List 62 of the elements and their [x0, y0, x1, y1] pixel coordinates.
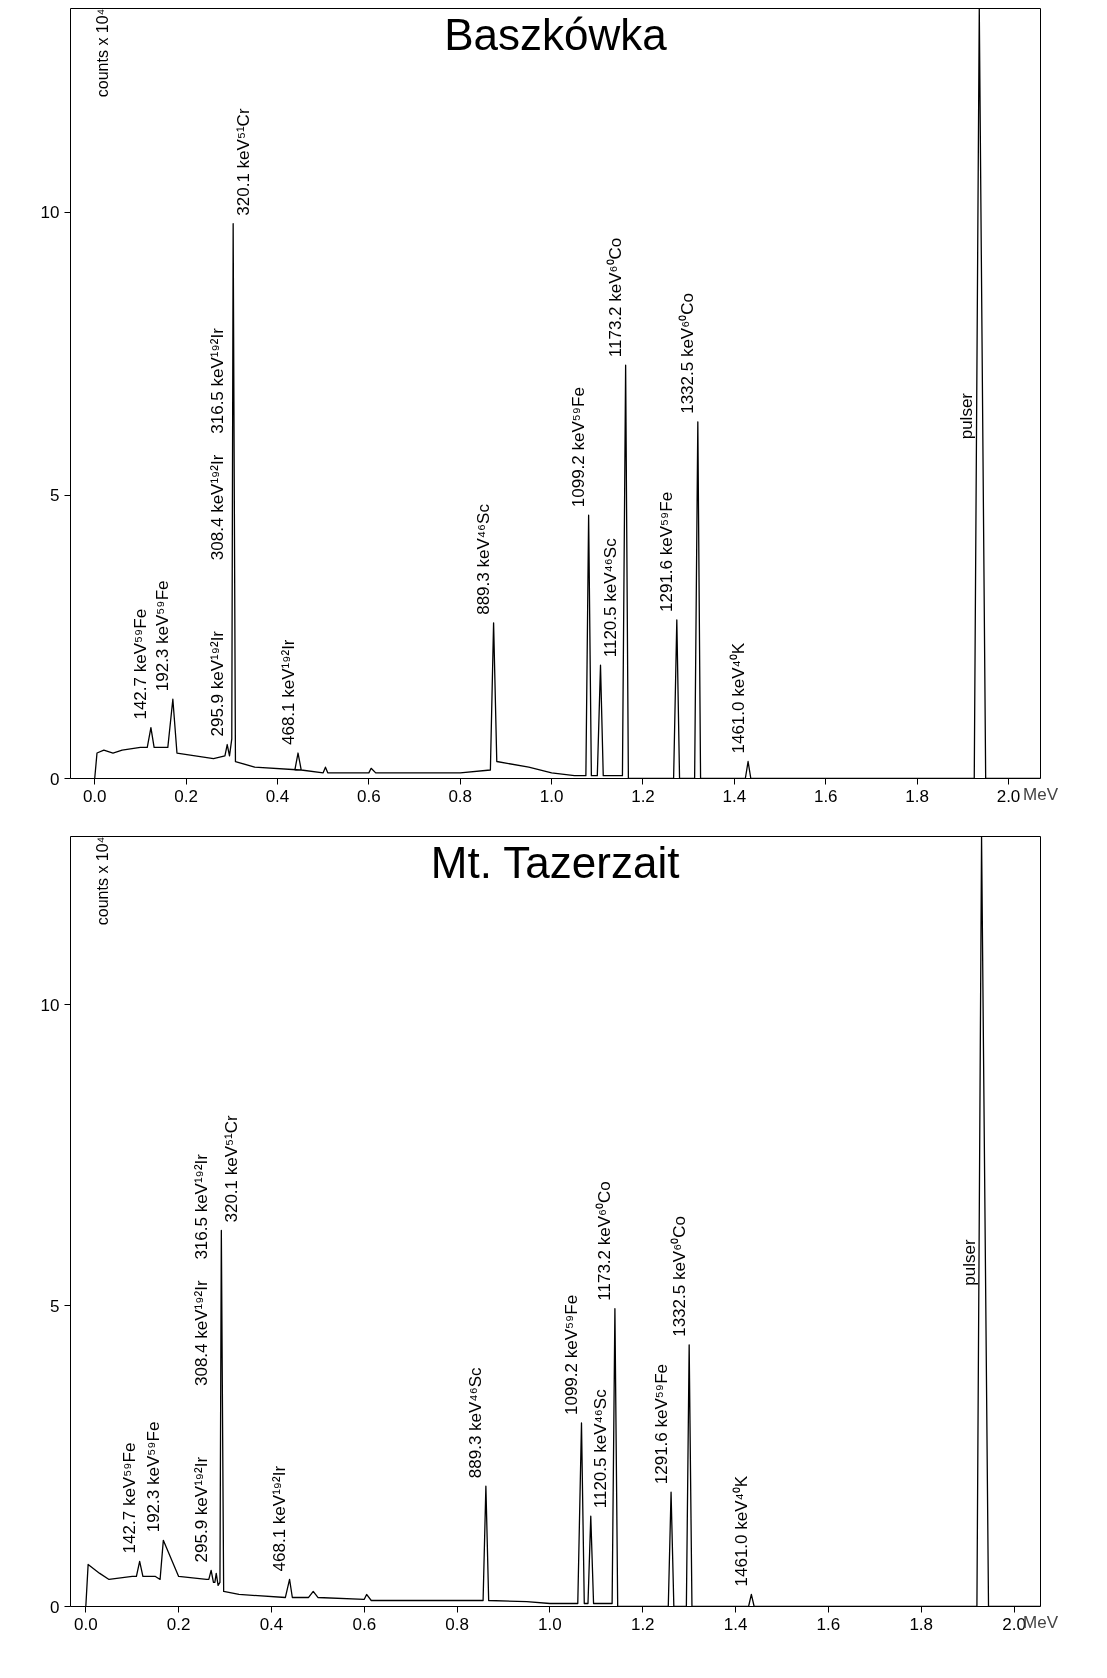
annotation: 1173.2 keV⁶⁰Co [606, 237, 626, 358]
annotation: 1099.2 keV⁵⁹Fe [569, 387, 589, 508]
x-tick-label: 0.4 [259, 1614, 284, 1634]
annotation: 1332.5 keV⁶⁰Co [669, 1216, 689, 1337]
x-tick-label: 0.8 [445, 1614, 469, 1634]
annotation: 468.1 keV¹⁹²Ir [270, 1465, 290, 1572]
annotation: 889.3 keV⁴⁶Sc [466, 1366, 486, 1479]
y-tick-label: 5 [50, 486, 60, 506]
x-tick-label: 1.4 [723, 1614, 748, 1634]
x-tick-label: 0.0 [82, 786, 107, 806]
x-tick-label: 1.2 [630, 1614, 655, 1634]
y-tick-label: 10 [40, 203, 60, 223]
annotation: 1173.2 keV⁶⁰Co [595, 1181, 615, 1301]
annotation: 320.1 keV⁵¹Cr [221, 1114, 241, 1223]
annotation: 316.5 keV¹⁹²Ir [191, 1153, 211, 1260]
x-tick-label: 0.4 [265, 786, 290, 806]
annotation: 192.3 keV⁵⁹Fe [143, 1421, 163, 1533]
annotation: 192.3 keV⁵⁹Fe [153, 580, 173, 692]
x-tick-label: 0.6 [352, 1614, 377, 1634]
x-tick-label: 1.8 [905, 786, 929, 806]
x-tick-label: 1.4 [722, 786, 747, 806]
x-tick-label: 1.6 [813, 786, 838, 806]
annotation: 295.9 keV¹⁹²Ir [191, 1456, 211, 1563]
annotation: 1332.5 keV⁶⁰Co [678, 293, 698, 414]
annotation: pulser [957, 392, 977, 440]
x-axis-title: MeV [1023, 784, 1059, 804]
x-tick-label: 1.6 [816, 1614, 841, 1634]
annotation: 1099.2 keV⁵⁹Fe [561, 1294, 581, 1416]
x-tick-label: 1.8 [909, 1614, 934, 1634]
annotation: 889.3 keV⁴⁶Sc [474, 503, 494, 615]
x-tick-label: 1.2 [631, 786, 655, 806]
annotation: 308.4 keV¹⁹²Ir [207, 454, 227, 561]
x-tick-label: 0.0 [74, 1614, 98, 1634]
x-tick-label: 1.0 [539, 786, 564, 806]
annotation: 308.4 keV¹⁹²Ir [191, 1280, 211, 1387]
y-tick-label: 5 [50, 1296, 60, 1316]
annotation: 1461.0 keV⁴⁰K [728, 642, 748, 754]
y-axis-title: counts x 10⁴ [93, 8, 111, 98]
x-tick-label: 0.6 [357, 786, 381, 806]
annotation: 1120.5 keV⁴⁶Sc [601, 537, 620, 658]
x-tick-label: 1.0 [538, 1614, 562, 1634]
y-axis-title: counts x 10⁴ [93, 836, 111, 926]
annotation: 1461.0 keV⁴⁰K [731, 1475, 751, 1587]
annotation: 316.5 keV¹⁹²Ir [207, 327, 227, 434]
x-tick-label: 0.2 [166, 1614, 191, 1634]
annotation: pulser [959, 1239, 979, 1286]
x-tick-label: 0.2 [174, 786, 198, 806]
chart-title: Baszkówka [444, 9, 668, 59]
annotation: 1120.5 keV⁴⁶Sc [591, 1388, 611, 1509]
annotation: 320.1 keV⁵¹Cr [233, 108, 253, 216]
annotation: 468.1 keV¹⁹²Ir [278, 639, 298, 746]
y-tick-label: 10 [40, 995, 60, 1015]
x-tick-label: 0.8 [448, 786, 473, 806]
annotation: 1291.6 keV⁵⁹Fe [651, 1364, 671, 1485]
annotation: 142.7 keV⁵⁹Fe [131, 608, 151, 720]
y-tick-label: 0 [50, 1597, 60, 1617]
x-tick-label: 2.0 [996, 786, 1021, 806]
annotation: 1291.6 keV⁵⁹Fe [657, 491, 677, 612]
annotation: 295.9 keV¹⁹²Ir [207, 630, 227, 737]
chart-title: Mt. Tazerzait [430, 837, 680, 887]
y-tick-label: 0 [50, 769, 60, 789]
annotation: 142.7 keV⁵⁹Fe [120, 1442, 140, 1554]
